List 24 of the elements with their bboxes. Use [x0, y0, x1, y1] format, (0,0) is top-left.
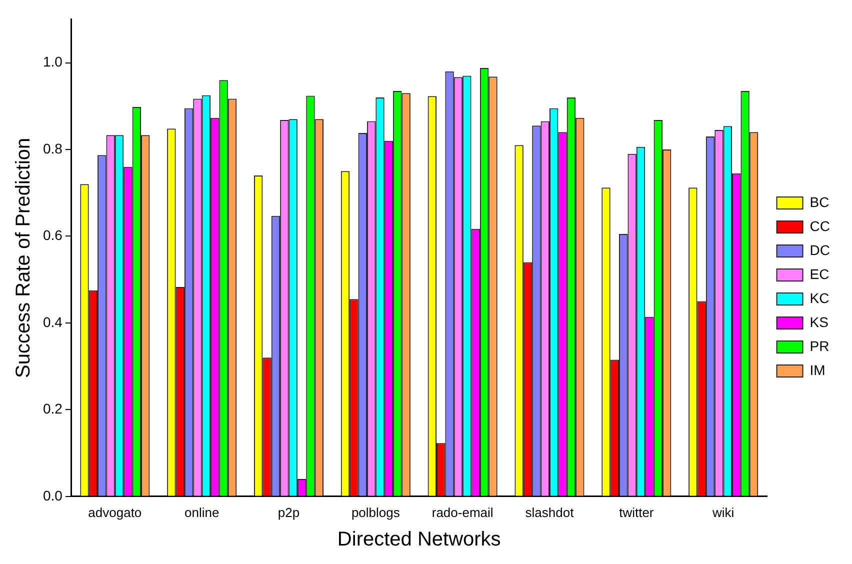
x-tick-label: p2p	[278, 504, 300, 520]
x-tick-label: advogato	[88, 504, 142, 520]
legend-label: CC	[810, 218, 830, 234]
y-tick-label: 0.2	[42, 400, 63, 417]
x-tick-label: wiki	[711, 504, 734, 520]
legend-label: KC	[810, 290, 830, 306]
legend-label: KS	[810, 314, 828, 330]
x-tick-label: slashdot	[525, 504, 574, 520]
y-tick-label: 0.6	[42, 227, 63, 244]
legend-label: PR	[810, 338, 830, 354]
legend-label: EC	[810, 266, 830, 282]
x-tick-label: online	[184, 504, 220, 520]
y-axis-title: Success Rate of Prediction	[12, 138, 35, 378]
y-tick-label: 0.0	[42, 487, 63, 504]
y-tick-label: 0.4	[42, 314, 63, 330]
y-tick-label: 0.8	[42, 140, 63, 156]
x-tick-label: twitter	[619, 504, 654, 520]
legend-label: DC	[810, 242, 830, 258]
x-tick-label: rado-email	[432, 504, 494, 520]
legend-label: IM	[810, 362, 826, 378]
legend-label: BC	[810, 194, 830, 210]
y-tick-label: 1.0	[42, 54, 63, 70]
x-tick-label: polblogs	[351, 504, 400, 520]
x-axis-title: Directed Networks	[337, 528, 501, 551]
